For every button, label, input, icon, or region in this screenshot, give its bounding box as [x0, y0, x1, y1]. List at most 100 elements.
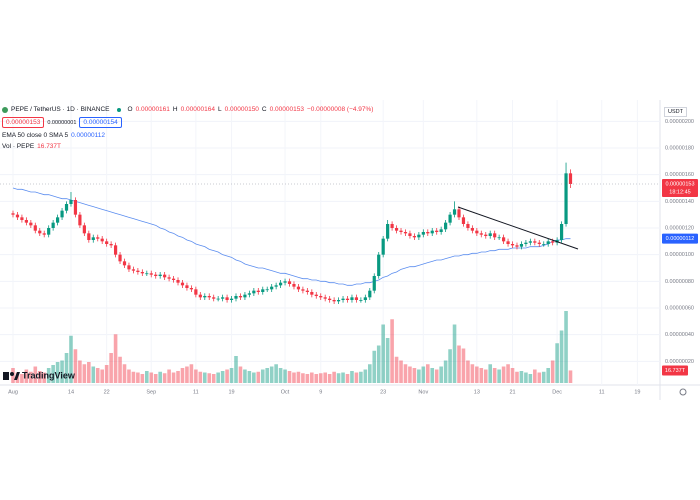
- volume-bar: [555, 343, 559, 383]
- volume-bar: [287, 371, 292, 383]
- volume-bar: [42, 372, 47, 383]
- volume-bar: [220, 371, 225, 383]
- volume-bar: [118, 356, 122, 383]
- candle-body: [551, 241, 555, 243]
- candle-body: [457, 209, 461, 218]
- volume-bar: [376, 345, 381, 383]
- buy-button[interactable]: 0.00000154: [79, 117, 122, 128]
- volume-bar: [452, 324, 457, 383]
- candle-body: [109, 244, 113, 246]
- candle-body: [207, 296, 211, 298]
- candle-body: [319, 296, 323, 298]
- x-tick-label: 19: [228, 389, 234, 395]
- spread: 0.00000001: [47, 119, 77, 126]
- volume-bar: [82, 364, 87, 383]
- volume-bar: [234, 356, 238, 383]
- volume-bar: [564, 311, 568, 383]
- candle-body: [167, 277, 171, 279]
- volume-bar: [247, 371, 252, 383]
- ohlc-value: 0.00000161: [135, 106, 170, 113]
- volume-bar: [408, 366, 412, 383]
- candle-body: [444, 222, 448, 230]
- ema-legend: EMA 50 close 0 SMA 5 0.00000112: [2, 132, 105, 139]
- candle-body: [203, 296, 207, 298]
- volume-bar: [64, 353, 69, 383]
- x-tick-label: 23: [380, 389, 386, 395]
- volume-bar: [470, 364, 475, 383]
- candle-body: [430, 230, 434, 234]
- volume-bar: [439, 366, 443, 383]
- candle-body: [528, 241, 532, 243]
- volume-bar: [252, 372, 256, 383]
- ema-tag-label: 0.00000112: [666, 236, 695, 242]
- candle-body: [279, 282, 283, 286]
- candle-body: [270, 286, 274, 290]
- volume-bar: [443, 360, 448, 383]
- candle-body: [180, 282, 185, 286]
- candle-body: [470, 228, 474, 231]
- candle-body: [484, 234, 488, 236]
- candle-body: [421, 232, 425, 235]
- volume-bar: [359, 371, 363, 383]
- candle-body: [176, 280, 180, 283]
- x-tick-label: 13: [474, 389, 480, 395]
- candle-body: [292, 284, 296, 287]
- candle-body: [274, 285, 278, 287]
- currency-selector[interactable]: USDT: [664, 107, 687, 117]
- candle-body: [394, 228, 399, 231]
- logo-icon: [14, 372, 20, 380]
- volume-bar: [519, 371, 524, 383]
- candle-body: [69, 200, 73, 204]
- candle-body: [426, 232, 430, 234]
- candle-body: [15, 214, 20, 218]
- volume-bar: [550, 360, 555, 383]
- volume-bar: [238, 366, 243, 383]
- volume-bar: [46, 368, 51, 383]
- x-tick-label: 22: [104, 389, 110, 395]
- volume-bar: [354, 372, 359, 383]
- volume-bar: [350, 371, 354, 383]
- candle-body: [51, 222, 55, 228]
- candle-body: [87, 233, 91, 240]
- volume-bar: [158, 371, 162, 383]
- candle-body: [136, 270, 140, 272]
- ohlc-value: 0.00000153: [269, 106, 304, 113]
- ema-label: EMA 50 close 0 SMA 5: [2, 132, 69, 139]
- candle-body: [377, 254, 381, 276]
- candle-body: [542, 244, 546, 245]
- volume-bar: [194, 369, 198, 383]
- candle-body: [234, 296, 238, 299]
- volume-bar: [100, 369, 104, 383]
- volume-bar: [417, 369, 421, 383]
- volume-bar: [327, 374, 332, 383]
- candle-body: [399, 230, 403, 232]
- price-tag: [662, 179, 698, 197]
- volume-bar: [87, 362, 91, 383]
- sell-button[interactable]: 0.00000153: [2, 117, 45, 128]
- candle-body: [417, 234, 421, 238]
- volume-tag: [662, 365, 688, 376]
- volume-bar: [265, 368, 270, 383]
- y-tick-label: 0.00000120: [665, 225, 694, 231]
- candle-body: [488, 233, 492, 236]
- volume-bar: [305, 374, 310, 383]
- candle-body: [38, 230, 42, 234]
- trade-row: 0.00000153 0.00000001 0.00000154: [2, 117, 122, 128]
- x-tick-label: Aug: [8, 389, 18, 395]
- candle-body: [448, 214, 452, 223]
- candle-body: [198, 294, 202, 298]
- candle-body: [323, 297, 327, 299]
- volume-bar: [171, 372, 176, 383]
- volume-bar: [492, 368, 497, 383]
- volume-bar: [510, 368, 515, 383]
- candle-body: [113, 245, 118, 255]
- candle-body: [149, 273, 153, 275]
- candle-body: [194, 289, 198, 295]
- volume-bar: [479, 368, 484, 383]
- volume-bar: [332, 371, 336, 383]
- volume-bar: [501, 366, 506, 383]
- volume-bar: [91, 366, 96, 383]
- volume-bar: [390, 319, 394, 383]
- volume-bar: [24, 369, 29, 383]
- ohlc-key: L: [217, 106, 222, 113]
